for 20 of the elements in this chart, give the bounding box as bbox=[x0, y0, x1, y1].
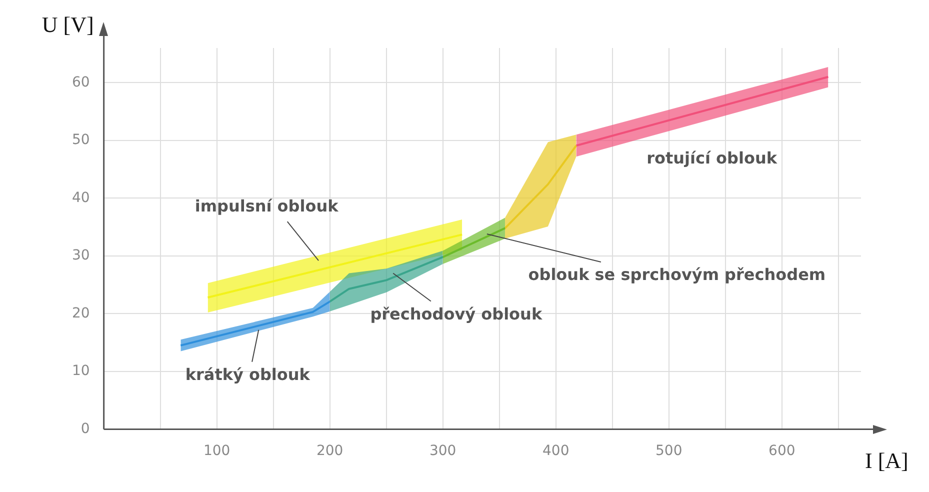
y-tick-label: 30 bbox=[72, 248, 90, 264]
annotation: přechodový oblouk bbox=[370, 304, 542, 324]
y-tick-label: 50 bbox=[72, 132, 90, 148]
x-tick-label: 400 bbox=[542, 443, 570, 460]
y-tick-label: 40 bbox=[72, 190, 90, 206]
x-axis-title: I [A] bbox=[865, 448, 908, 473]
x-tick-label: 200 bbox=[316, 443, 344, 460]
annotation: rotující oblouk bbox=[646, 148, 778, 168]
x-tick-label: 100 bbox=[203, 443, 230, 460]
y-tick-label: 10 bbox=[72, 363, 90, 380]
y-axis-title: U [V] bbox=[42, 12, 94, 37]
y-tick-label: 60 bbox=[72, 74, 90, 90]
x-tick-label: 300 bbox=[429, 443, 456, 460]
annotation: impulsní oblouk bbox=[194, 196, 339, 216]
annotation: krátký oblouk bbox=[185, 365, 310, 384]
y-tick-label: 20 bbox=[72, 305, 90, 322]
annotation: oblouk se sprchovým přechodem bbox=[528, 265, 826, 284]
x-tick-label: 500 bbox=[656, 443, 682, 460]
x-tick-label: 600 bbox=[768, 443, 796, 460]
y-tick-label: 0 bbox=[80, 420, 90, 437]
